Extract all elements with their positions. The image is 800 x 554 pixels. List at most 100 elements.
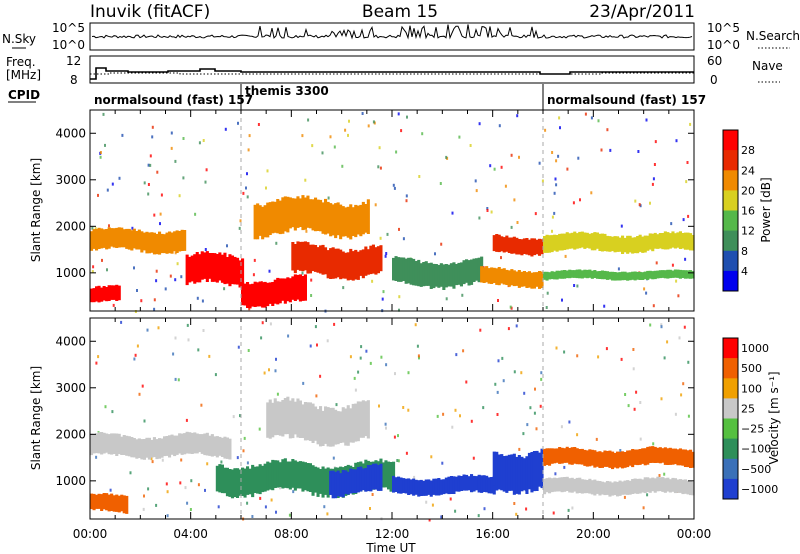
data-band-cell [585, 480, 589, 494]
data-band-cell [414, 261, 418, 286]
speckle-cell [462, 349, 465, 353]
data-band-cell [651, 446, 655, 463]
data-band-cell [449, 263, 453, 287]
data-band-cell [261, 282, 265, 308]
data-band-cell [399, 257, 403, 282]
speckle-cell [106, 268, 108, 272]
data-band-cell [636, 449, 640, 466]
data-band-cell [256, 282, 260, 307]
speckle-cell [92, 265, 95, 269]
data-band-cell [555, 270, 559, 280]
speckle-cell [418, 356, 420, 360]
speckle-cell [513, 198, 516, 202]
data-band-cell [150, 439, 154, 458]
data-band-cell [626, 235, 630, 254]
data-band-cell [512, 270, 516, 287]
data-band-cell [661, 270, 665, 278]
data-band-cell [170, 434, 174, 455]
data-band-cell [306, 402, 310, 441]
data-band-cell [387, 461, 391, 490]
speckle-cell [99, 155, 102, 159]
data-band-cell [638, 234, 642, 252]
data-band-cell [178, 433, 182, 454]
speckle-cell [500, 165, 503, 169]
data-band-cell [346, 471, 350, 495]
data-band-cell [404, 478, 408, 494]
data-band-cell [286, 277, 290, 302]
speckle-cell [220, 460, 223, 464]
data-band-cell [361, 468, 365, 491]
data-band-cell [689, 270, 693, 279]
speckle-cell [496, 390, 499, 394]
data-band-cell [278, 462, 282, 488]
data-band-cell [316, 199, 320, 231]
data-band-cell [354, 469, 358, 493]
data-band-cell [344, 207, 348, 237]
data-band-cell [115, 284, 119, 301]
speckle-cell [279, 486, 281, 490]
data-band-cell [485, 475, 489, 493]
speckle-cell [620, 357, 623, 361]
data-band-cell [643, 271, 647, 280]
colorbar-swatch [723, 210, 738, 232]
speckle-cell [172, 352, 175, 356]
speckle-cell [428, 518, 431, 522]
data-band-cell [336, 411, 340, 445]
data-band-cell [666, 232, 670, 250]
data-band-cell [429, 480, 433, 497]
speckle-cell [525, 507, 528, 511]
data-band-cell [215, 465, 219, 492]
data-band-cell [573, 478, 577, 492]
data-band-cell [374, 463, 378, 490]
data-band-cell [412, 258, 416, 286]
noise-right-label: N.Search [746, 29, 800, 43]
data-band-cell [666, 448, 670, 465]
freq-right-label: Nave [752, 59, 783, 73]
data-band-cell [180, 229, 184, 251]
data-band-cell [291, 398, 295, 439]
speckle-cell [493, 167, 496, 171]
data-band-cell [251, 283, 255, 307]
speckle-cell [185, 418, 188, 422]
data-band-cell [316, 409, 320, 445]
speckle-cell [566, 167, 569, 171]
data-band-cell [673, 478, 677, 494]
data-band-cell [158, 438, 162, 459]
speckle-cell [478, 216, 481, 220]
data-band-cell [359, 466, 363, 492]
speckle-cell [561, 298, 563, 302]
data-band-cell [490, 477, 494, 494]
speckle-cell [223, 287, 226, 291]
speckle-cell [380, 355, 383, 359]
speckle-cell [326, 339, 329, 343]
speckle-cell [382, 290, 385, 294]
data-band-cell [671, 448, 675, 465]
data-band-cell [616, 451, 620, 469]
speckle-cell [204, 180, 207, 184]
data-band-cell [115, 433, 119, 456]
data-band-cell [261, 465, 265, 493]
speckle-cell [670, 222, 673, 226]
speckle-cell [179, 481, 182, 485]
data-band-cell [283, 278, 287, 304]
data-band-cell [550, 235, 554, 253]
data-band-cell [683, 232, 687, 250]
data-band-cell [341, 470, 345, 498]
data-band-cell [306, 242, 310, 274]
speckle-cell [393, 435, 396, 439]
speckle-cell [552, 511, 555, 515]
speckle-cell [333, 322, 336, 326]
data-band-cell [213, 436, 217, 456]
speckle-cell [687, 360, 690, 364]
speckle-cell [623, 495, 626, 499]
data-band-cell [286, 396, 290, 435]
speckle-cell [680, 393, 683, 397]
data-band-cell [550, 478, 554, 493]
freq-left-label-1: Freq. [6, 55, 36, 69]
data-band-cell [258, 464, 262, 495]
data-band-cell [568, 233, 572, 249]
speckle-cell [133, 357, 136, 361]
data-band-cell [354, 204, 358, 238]
data-band-cell [220, 437, 224, 457]
data-band-cell [308, 402, 312, 441]
